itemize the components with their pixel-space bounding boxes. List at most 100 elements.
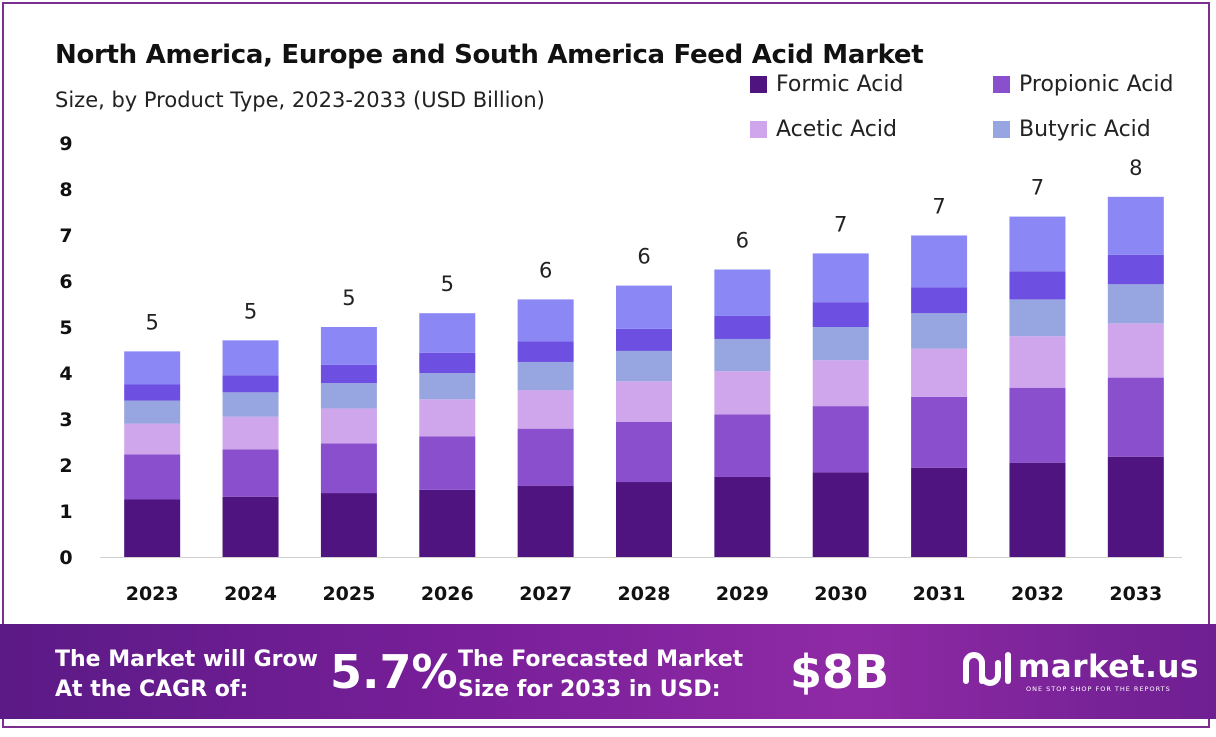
- bar-segment-butyric-acid: [714, 338, 771, 372]
- bar-total-label: 7: [834, 212, 847, 236]
- bar-total-label: 5: [441, 272, 454, 296]
- brand-logo[interactable]: market.us ONE STOP SHOP FOR THE REPORTS: [960, 647, 1199, 693]
- market-us-logo-icon: [963, 652, 1011, 686]
- bar-total-label: 7: [932, 194, 945, 218]
- bar-segment-butyric-acid: [911, 313, 968, 349]
- bar-segment-butyric-acid: [419, 373, 476, 400]
- legend-item-acetic-acid: Acetic Acid: [750, 117, 897, 142]
- bar-segment-acetic-acid: [419, 399, 476, 437]
- x-tick-label: 2033: [1109, 583, 1162, 605]
- bar-segment-formic-acid: [517, 485, 574, 557]
- y-tick-label: 0: [59, 547, 72, 569]
- bar-segment-other: [517, 341, 574, 362]
- bar-segment-propionic-acid: [222, 449, 279, 497]
- bar-segment-formic-acid: [714, 476, 771, 557]
- bar-segment-other-2: [222, 340, 279, 376]
- bar-total-label: 5: [342, 286, 355, 310]
- y-tick-label: 7: [59, 225, 72, 247]
- bar-segment-other: [222, 375, 279, 393]
- bar-segment-acetic-acid: [124, 423, 181, 455]
- bar-segment-other-2: [1107, 196, 1164, 255]
- forecast-value: $8B: [790, 645, 890, 699]
- legend-label: Butyric Acid: [1019, 117, 1151, 142]
- bar-segment-other-2: [124, 351, 181, 385]
- x-tick-label: 2025: [322, 583, 375, 605]
- x-tick-label: 2032: [1011, 583, 1064, 605]
- bar-segment-other-2: [1009, 216, 1066, 272]
- x-tick-label: 2024: [224, 583, 277, 605]
- chart-title: North America, Europe and South America …: [55, 40, 924, 70]
- bar-segment-formic-acid: [616, 482, 672, 557]
- x-tick-label: 2030: [814, 583, 867, 605]
- bar-segment-acetic-acid: [1107, 323, 1164, 378]
- legend-swatch-propionic-acid: [993, 76, 1010, 93]
- forecast-label-line2: Size for 2033 in USD:: [458, 677, 721, 702]
- x-tick-label: 2029: [716, 583, 769, 605]
- bar-total-label: 6: [539, 258, 552, 282]
- y-tick-label: 9: [59, 133, 72, 155]
- y-tick-label: 4: [59, 363, 72, 385]
- bar-total-label: 7: [1031, 176, 1044, 200]
- bar-segment-acetic-acid: [714, 371, 771, 415]
- bar-total-label: 6: [637, 245, 650, 269]
- y-tick-label: 5: [59, 317, 72, 339]
- bar-segment-acetic-acid: [1009, 336, 1066, 388]
- bar-segment-other: [812, 302, 869, 327]
- legend-item-butyric-acid: Butyric Acid: [993, 117, 1151, 142]
- bar-segment-propionic-acid: [419, 436, 476, 490]
- bar-segment-acetic-acid: [812, 360, 869, 407]
- legend-label: Propionic Acid: [1019, 72, 1174, 97]
- bar-segment-butyric-acid: [1107, 284, 1164, 324]
- stacked-bar-chart: 0 1 2 3 4 5 6 7 8 9 5 2023 5 2024 5 2025 5 2026 6 2027 6 2028…: [59, 133, 1182, 605]
- y-tick-label: 8: [59, 179, 72, 201]
- bar-segment-acetic-acid: [517, 390, 574, 429]
- x-tick-label: 2031: [913, 583, 966, 605]
- bar-segment-other: [320, 364, 377, 384]
- y-tick-label: 1: [59, 501, 72, 523]
- x-tick-label: 2026: [421, 583, 474, 605]
- bar-segment-butyric-acid: [517, 361, 574, 391]
- bar-segment-other-2: [911, 235, 968, 288]
- bar-segment-acetic-acid: [320, 408, 377, 444]
- bar-segment-butyric-acid: [1009, 299, 1066, 337]
- bar-segment-other: [911, 287, 968, 314]
- y-tick-label: 3: [59, 409, 72, 431]
- bar-segment-formic-acid: [1009, 462, 1066, 557]
- bar-segment-formic-acid: [124, 499, 181, 557]
- bar-segment-butyric-acid: [812, 327, 869, 361]
- cagr-value: 5.7%: [330, 645, 458, 699]
- bar-segment-propionic-acid: [714, 414, 771, 477]
- bar-total-label: 6: [736, 229, 749, 253]
- bar-segment-formic-acid: [812, 472, 869, 557]
- bar-total-label: 8: [1129, 156, 1142, 180]
- bar-segment-acetic-acid: [616, 381, 672, 422]
- bar-segment-butyric-acid: [222, 392, 279, 417]
- bar-segment-propionic-acid: [812, 406, 869, 473]
- brand-tagline: ONE STOP SHOP FOR THE REPORTS: [1026, 685, 1171, 693]
- bar-segment-other: [714, 315, 771, 339]
- bar-segment-other: [616, 328, 672, 351]
- forecast-label-line1: The Forecasted Market: [458, 647, 744, 672]
- bar-segment-formic-acid: [320, 493, 377, 557]
- bar-segment-other-2: [517, 299, 574, 342]
- cagr-label-line1: The Market will Grow: [55, 647, 318, 672]
- legend-label: Acetic Acid: [776, 117, 897, 142]
- bar-segment-formic-acid: [1107, 456, 1164, 557]
- bar-segment-propionic-acid: [1009, 387, 1066, 463]
- legend-label: Formic Acid: [776, 72, 904, 97]
- bar-segment-acetic-acid: [222, 416, 279, 450]
- bar-segment-other: [419, 352, 476, 373]
- legend-swatch-formic-acid: [750, 76, 767, 93]
- bar-segment-formic-acid: [419, 489, 476, 557]
- bar-segment-other-2: [812, 253, 869, 303]
- bar-total-label: 5: [244, 299, 257, 323]
- bar-segment-other-2: [320, 327, 377, 365]
- forecast-label: The Forecasted Market Size for 2033 in U…: [458, 645, 743, 705]
- legend-swatch-butyric-acid: [993, 121, 1010, 138]
- bar-segment-propionic-acid: [517, 428, 574, 486]
- bar-segment-propionic-acid: [320, 443, 377, 494]
- bar-segment-other: [124, 384, 181, 401]
- bar-segment-butyric-acid: [320, 383, 377, 409]
- legend-item-propionic-acid: Propionic Acid: [993, 72, 1173, 97]
- footer-banner: [0, 624, 1216, 719]
